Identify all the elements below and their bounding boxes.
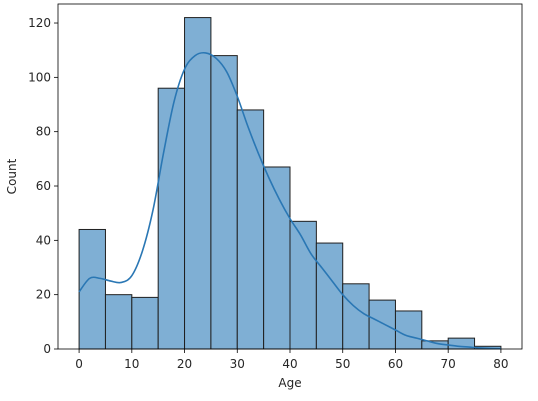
- histogram-bar-0: [78, 228, 106, 350]
- histogram-bar-6: [236, 109, 265, 350]
- y-tick-label-4: 80: [36, 125, 51, 139]
- y-axis-ticks: 0 20 40 60 80 100 120: [28, 16, 58, 356]
- histogram-bar-2: [131, 296, 159, 350]
- histogram-bar-11: [368, 299, 396, 350]
- x-tick-label-8: 80: [493, 357, 508, 371]
- histogram-bars: [78, 17, 502, 350]
- x-tick-label-1: 10: [124, 357, 139, 371]
- y-tick-label-1: 20: [36, 288, 51, 302]
- y-axis-label: Count: [5, 158, 19, 194]
- y-tick-label-5: 100: [28, 70, 51, 84]
- x-axis-label: Age: [278, 376, 301, 390]
- x-axis-ticks: 0 10 20 30 40 50 60 70 80: [75, 349, 509, 371]
- x-tick-label-7: 70: [441, 357, 456, 371]
- histogram-bar-12: [394, 310, 423, 350]
- y-tick-label-3: 60: [36, 179, 51, 193]
- histogram-bar-7: [263, 166, 291, 350]
- y-tick-label-6: 120: [28, 16, 51, 30]
- histogram-bar-5: [210, 55, 238, 350]
- kde-curve: [78, 51, 501, 350]
- x-tick-label-3: 30: [230, 357, 245, 371]
- y-tick-label-2: 40: [36, 233, 51, 247]
- x-tick-label-5: 50: [335, 357, 350, 371]
- histogram-bar-8: [289, 220, 317, 350]
- histogram-bar-10: [342, 283, 370, 350]
- x-tick-label-6: 60: [388, 357, 403, 371]
- histogram-bar-3: [157, 87, 186, 350]
- x-tick-label-2: 20: [177, 357, 192, 371]
- histogram-bar-9: [315, 242, 344, 350]
- y-tick-label-0: 0: [43, 342, 51, 356]
- histogram-bar-4: [184, 17, 212, 350]
- x-tick-label-4: 40: [282, 357, 297, 371]
- histogram-bar-1: [104, 294, 133, 350]
- x-tick-label-0: 0: [75, 357, 83, 371]
